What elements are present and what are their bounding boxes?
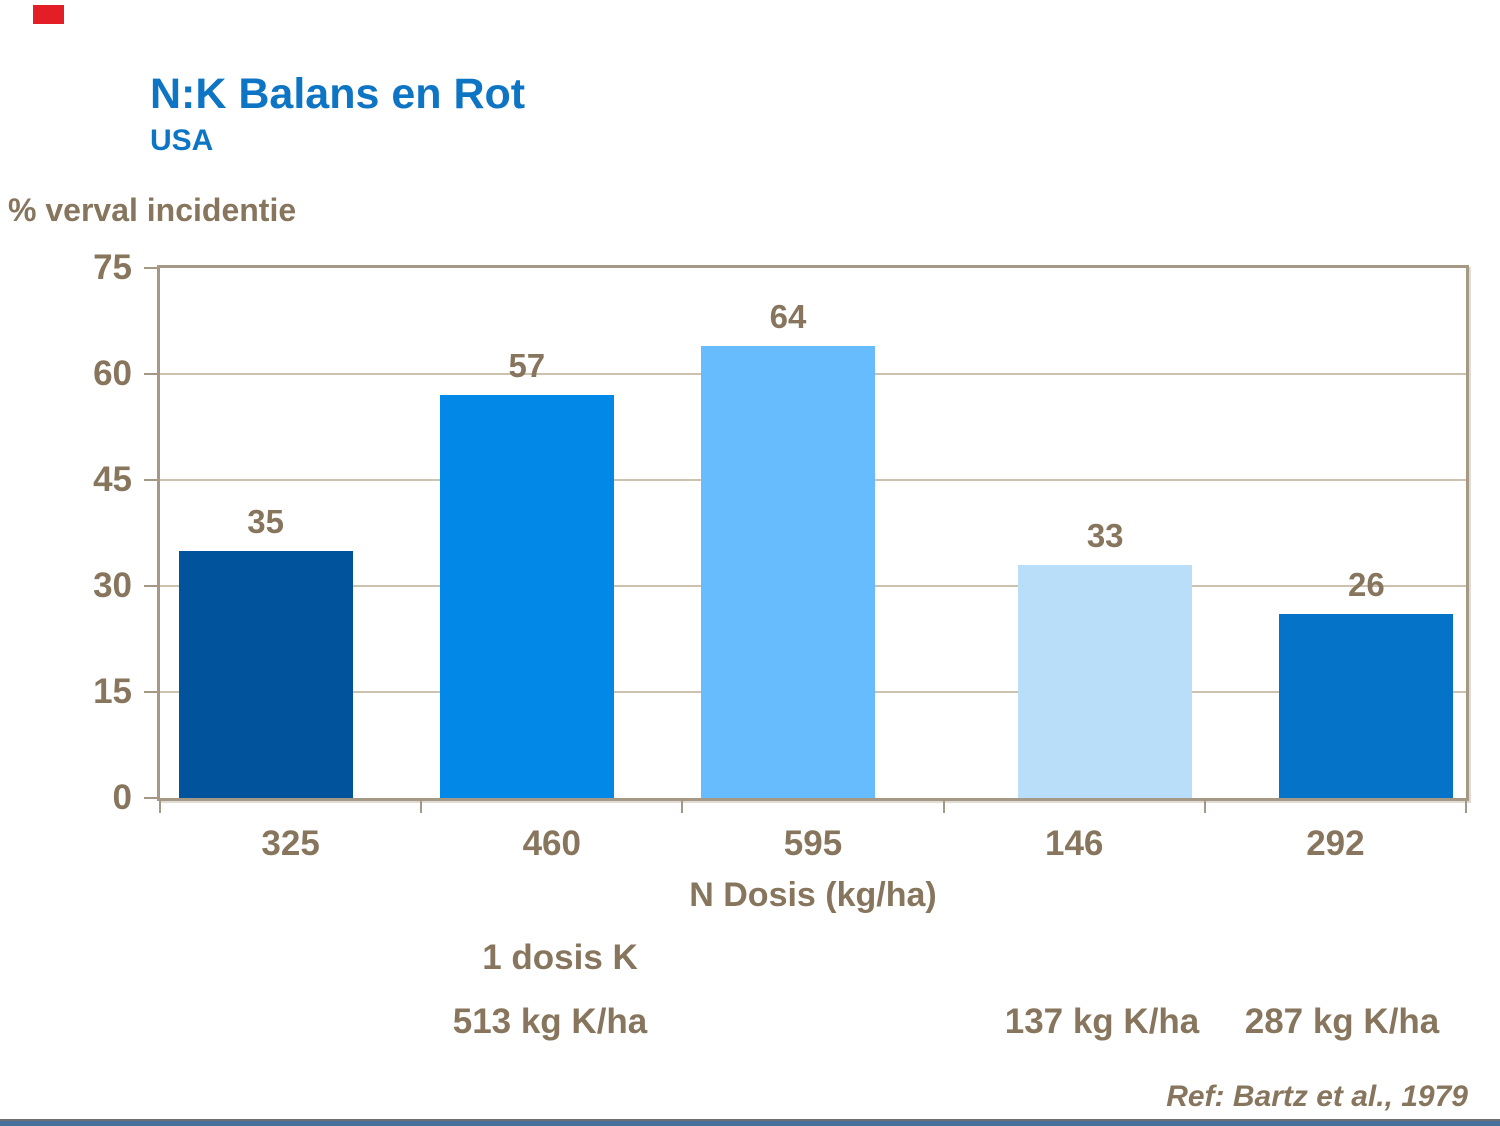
y-axis-tick [144,691,157,693]
x-tick-label-460: 460 [522,824,581,863]
y-axis-tick [144,797,157,799]
page-title: N:K Balans en Rot [150,70,526,118]
x-tick-label-292: 292 [1306,824,1365,863]
y-axis-tick [144,585,157,587]
x-tick-label-595: 595 [783,824,843,863]
x-axis-tick [1203,801,1206,813]
y-tick-label-0: 0 [112,778,132,817]
x-axis-tick [681,801,684,813]
annotation-1-dosis-k: 1 dosis K [482,938,638,977]
bar-value-label-325: 35 [247,502,284,540]
x-axis-tick [1465,801,1467,813]
y-axis-tick [144,373,157,375]
x-tick-label-325: 325 [261,824,320,863]
annotation-513-kg-k-ha: 513 kg K/ha [452,1002,648,1041]
page-subtitle: USA [150,124,214,157]
annotation-287-kg-k-ha: 287 kg K/ha [1244,1002,1440,1041]
bar-value-label-292: 26 [1348,566,1385,604]
bar-325 [178,550,353,798]
footer-bar [0,1121,1500,1126]
annotation-137-kg-k-ha: 137 kg K/ha [1004,1002,1200,1041]
plot-inner [160,268,1466,798]
bar-value-label-146: 33 [1086,516,1124,554]
y-axis-title: % verval incidentie [8,192,297,228]
y-tick-label-45: 45 [93,460,132,499]
bar-value-label-595: 64 [769,297,807,335]
logo-red-block [33,5,64,24]
bar-460 [439,395,614,798]
y-tick-label-60: 60 [93,354,132,393]
y-tick-label-15: 15 [93,672,132,711]
y-tick-label-30: 30 [93,566,132,605]
bar-292 [1279,614,1454,798]
x-axis-tick [420,801,423,813]
x-axis-tick [159,801,161,813]
y-tick-label-75: 75 [93,248,132,287]
y-axis-tick [144,479,157,481]
footer-line [0,1119,1500,1121]
x-axis-title: N Dosis (kg/ha) [689,876,937,914]
bar-146 [1018,564,1193,798]
x-tick-label-146: 146 [1044,824,1104,863]
bar-value-label-460: 57 [508,347,546,385]
x-axis-tick [942,801,945,813]
bar-595 [701,345,875,798]
y-axis-tick [144,267,157,269]
reference-citation: Ref: Bartz et al., 1979 [1166,1080,1468,1113]
plot-area [157,265,1469,801]
